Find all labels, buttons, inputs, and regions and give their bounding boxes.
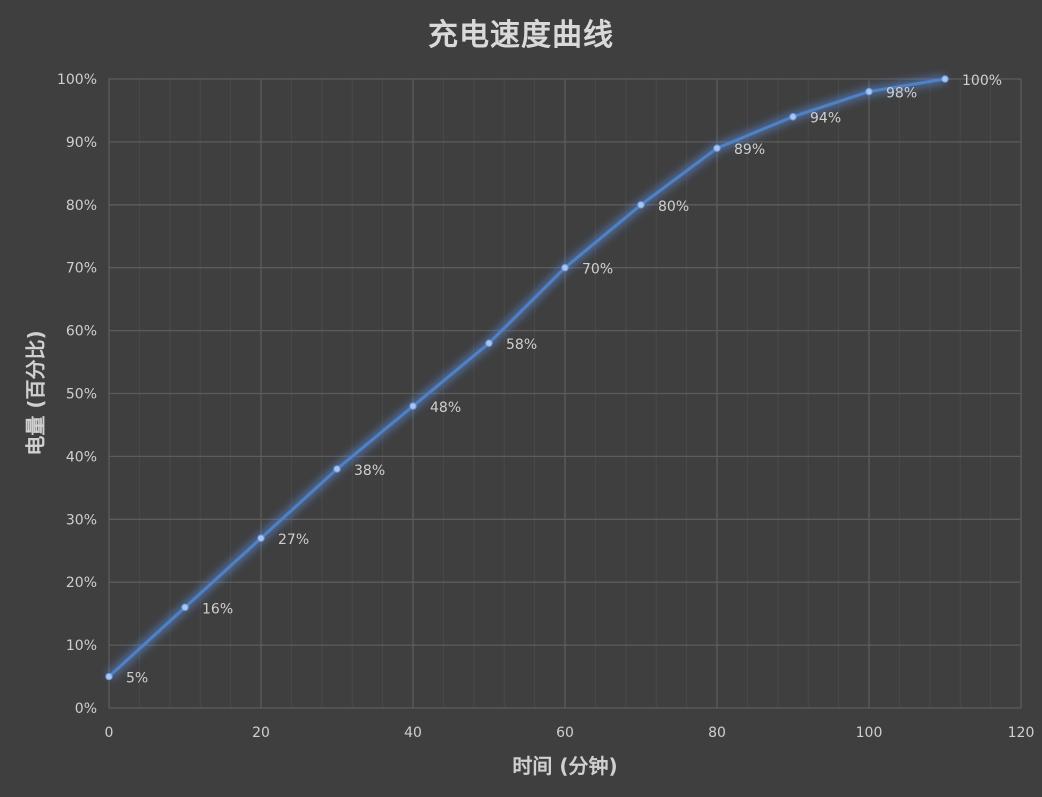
x-tick-label: 0 [105,725,114,741]
data-point [105,672,113,681]
series-line [107,77,947,678]
data-point [865,87,873,96]
series-glow [105,74,946,680]
y-tick-label: 90% [66,135,97,151]
x-tick-label: 100 [856,725,883,741]
data-label: 5% [126,671,148,687]
y-tick-label: 10% [66,638,97,654]
y-tick-label: 50% [66,387,97,403]
x-tick-label: 40 [404,725,422,741]
x-tick-label: 80 [708,725,726,741]
data-labels: 5% 16% 27% 38% 48% 58% 70% 80% 89% 94% 98% 100% [126,73,1002,687]
data-label: 27% [278,532,309,548]
data-point [941,75,949,83]
y-tick-label: 80% [66,198,97,214]
y-tick-label: 100% [57,72,97,88]
data-point [561,264,569,272]
x-tick-label: 20 [252,725,270,741]
data-point [257,534,265,542]
data-label: 58% [506,337,537,353]
data-point [713,144,721,152]
data-label: 70% [582,262,613,278]
data-label: 89% [734,142,765,158]
data-label: 98% [886,86,917,102]
data-label: 48% [430,400,461,416]
y-tick-label: 20% [66,575,97,591]
y-tick-label: 40% [66,449,97,465]
series-layer [105,74,949,681]
data-label: 38% [354,463,385,479]
x-tick-label: 120 [1008,725,1035,741]
grid-lines [108,78,1022,709]
y-tick-label: 30% [66,512,97,528]
x-tick-label: 60 [556,725,574,741]
data-label: 80% [658,199,689,215]
chart-title: 充电速度曲线 [428,18,614,53]
y-axis-ticks: 0% 10% 20% 30% 40% 50% 60% 70% 80% 90% 100% [57,72,97,717]
data-point [333,465,341,473]
data-label: 100% [962,73,1002,89]
x-axis-label: 时间 (分钟) [512,754,618,778]
data-label: 94% [810,111,841,127]
data-point [181,603,189,612]
data-point [485,339,493,347]
data-point [409,402,417,410]
data-point [789,113,797,121]
x-axis-ticks: 0 20 40 60 80 100 120 [105,725,1035,741]
y-tick-label: 70% [66,261,97,277]
y-tick-label: 0% [75,701,97,717]
data-point [637,201,645,209]
data-label: 16% [202,601,233,617]
y-tick-label: 60% [66,324,97,340]
